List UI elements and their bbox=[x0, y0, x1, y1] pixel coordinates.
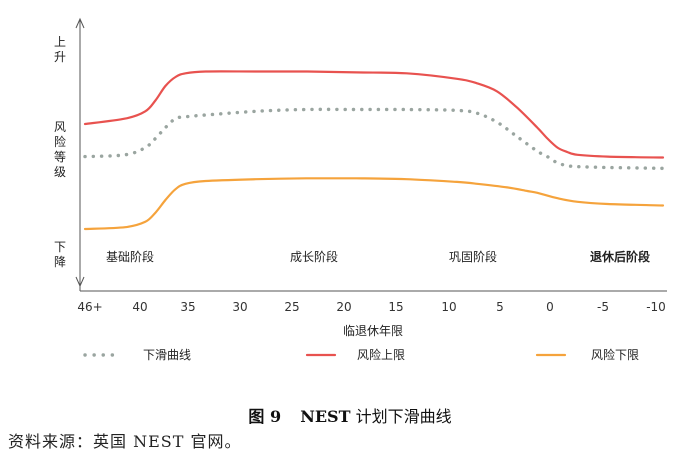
y-axis-top-label: 上升 bbox=[53, 35, 66, 64]
x-tick-label: 30 bbox=[232, 300, 247, 314]
x-tick-label: 46+ bbox=[77, 300, 102, 314]
figure-caption-text: 计划下滑曲线 bbox=[355, 407, 452, 426]
x-axis-label: 临退休年限 bbox=[343, 324, 403, 338]
series-line-glide bbox=[83, 107, 665, 171]
figure-caption-bold: NEST bbox=[300, 407, 351, 426]
x-tick-labels: 46+ 40 35 30 25 20 15 10 5 0 -5 -10 临退休年限 bbox=[77, 300, 665, 338]
y-axis-label: 风险等级 bbox=[53, 120, 66, 179]
phase-label: 基础阶段 bbox=[106, 249, 154, 264]
legend-label: 风险上限 bbox=[357, 347, 405, 362]
x-tick-label: 0 bbox=[546, 300, 554, 314]
x-tick-label: -10 bbox=[646, 300, 666, 314]
glide-path-chart: 基础阶段 成长阶段 巩固阶段 退休后阶段 46+ 40 35 30 25 20 15 10 5 0 -5 -… bbox=[75, 17, 667, 362]
x-tick-label: 10 bbox=[441, 300, 456, 314]
legend-label: 下滑曲线 bbox=[143, 348, 191, 362]
legend-label: 风险下限 bbox=[591, 347, 639, 362]
y-axis-arrow-up bbox=[75, 17, 85, 29]
x-tick-label: 40 bbox=[132, 300, 147, 314]
x-tick-label: 35 bbox=[180, 300, 195, 314]
phase-labels: 基础阶段 成长阶段 巩固阶段 退休后阶段 bbox=[106, 249, 651, 264]
phase-label: 成长阶段 bbox=[290, 249, 338, 264]
series-layer bbox=[83, 70, 665, 231]
x-tick-label: 20 bbox=[336, 300, 351, 314]
x-tick-label: 15 bbox=[388, 300, 403, 314]
phase-label: 巩固阶段 bbox=[449, 249, 497, 264]
y-axis-arrow-down bbox=[75, 276, 85, 288]
source-note: 资料来源：英国 NEST 官网。 bbox=[8, 432, 242, 451]
figure-caption: 图 9 NEST 计划下滑曲线 bbox=[0, 403, 700, 427]
chart-legend: 下滑曲线 风险上限 风险下限 bbox=[83, 347, 639, 362]
figure-number: 图 9 bbox=[248, 407, 282, 426]
x-tick-label: -5 bbox=[597, 300, 609, 314]
phase-label: 退休后阶段 bbox=[590, 249, 651, 264]
series-line-lower bbox=[83, 177, 665, 231]
x-tick-label: 5 bbox=[496, 300, 504, 314]
y-axis-bottom-label: 下降 bbox=[53, 240, 66, 269]
x-tick-label: 25 bbox=[284, 300, 299, 314]
chart-axes bbox=[75, 17, 667, 292]
series-line-upper bbox=[83, 70, 665, 159]
